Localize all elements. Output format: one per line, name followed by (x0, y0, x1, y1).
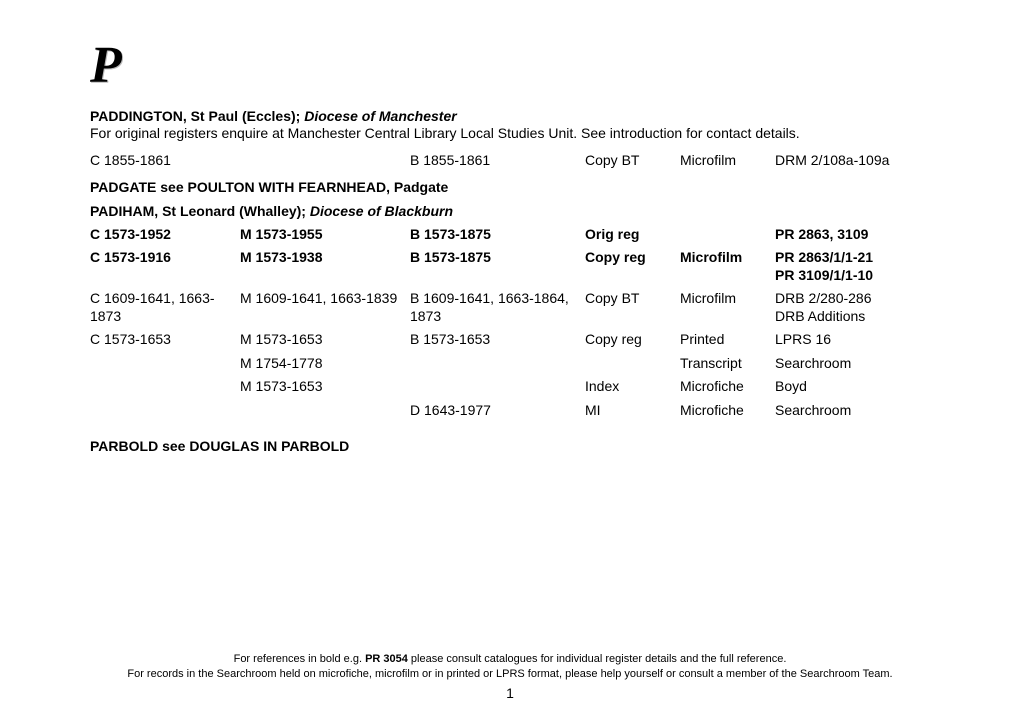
table-cell (90, 352, 240, 376)
entry-title-bold: PADDINGTON, St Paul (Eccles); (90, 108, 304, 124)
table-cell: DRM 2/108a-109a (775, 149, 930, 173)
footer-text: For records in the Searchroom held on mi… (0, 667, 1020, 682)
table-cell: B 1855-1861 (410, 149, 585, 173)
table-cell: MI (585, 399, 680, 423)
footer-text: please consult catalogues for individual… (408, 653, 787, 665)
table-cell: Boyd (775, 375, 930, 399)
table-cell (240, 399, 410, 423)
table-cell (410, 352, 585, 376)
page-footer: For references in bold e.g. PR 3054 plea… (0, 652, 1020, 703)
table-cell: C 1573-1952 (90, 223, 240, 247)
table-cell (240, 149, 410, 173)
table-cell: C 1573-1916 (90, 246, 240, 287)
entry-title: PADDINGTON, St Paul (Eccles); Diocese of… (90, 108, 930, 124)
table-row: C 1573-1653M 1573-1653B 1573-1653Copy re… (90, 328, 930, 352)
table-cell: M 1573-1955 (240, 223, 410, 247)
table-cell: M 1573-1653 (240, 375, 410, 399)
table-cell: Searchroom (775, 399, 930, 423)
entry-title-ital: Diocese of Blackburn (310, 203, 453, 219)
table-cell: Microfiche (680, 375, 775, 399)
table-cell: DRB 2/280-286DRB Additions (775, 287, 930, 328)
table-cell: Copy reg (585, 328, 680, 352)
table-row: C 1609-1641, 1663-1873M 1609-1641, 1663-… (90, 287, 930, 328)
footer-text: For references in bold e.g. (234, 653, 365, 665)
table-cell (90, 399, 240, 423)
table-row: M 1573-1653 IndexMicroficheBoyd (90, 375, 930, 399)
table-cell: B 1609-1641, 1663-1864, 1873 (410, 287, 585, 328)
table-cell: B 1573-1875 (410, 223, 585, 247)
table-cell: M 1754-1778 (240, 352, 410, 376)
table-cell: C 1855-1861 (90, 149, 240, 173)
table-cell: LPRS 16 (775, 328, 930, 352)
table-cell: Orig reg (585, 223, 680, 247)
table-cell: M 1573-1653 (240, 328, 410, 352)
table-cell: Searchroom (775, 352, 930, 376)
table-cell: M 1573-1938 (240, 246, 410, 287)
table-cell (410, 375, 585, 399)
table-cell: Microfilm (680, 246, 775, 287)
table-cell: Microfilm (680, 287, 775, 328)
entry-note: For original registers enquire at Manche… (90, 125, 930, 141)
table-cell: B 1573-1875 (410, 246, 585, 287)
records-table: C 1573-1952M 1573-1955B 1573-1875Orig re… (90, 223, 930, 423)
table-cell (90, 375, 240, 399)
table-row: C 1855-1861 B 1855-1861Copy BTMicrofilmDR… (90, 149, 930, 173)
table-cell: Printed (680, 328, 775, 352)
table-cell: D 1643-1977 (410, 399, 585, 423)
entry-title-ital: Diocese of Manchester (304, 108, 457, 124)
table-cell: PR 2863/1/1-21PR 3109/1/1-10 (775, 246, 930, 287)
page-letter: P (90, 40, 930, 92)
table-row: M 1754-1778 TranscriptSearchroom (90, 352, 930, 376)
entry-title: PADIHAM, St Leonard (Whalley); Diocese o… (90, 203, 930, 219)
table-cell: B 1573-1653 (410, 328, 585, 352)
table-cell: Copy BT (585, 149, 680, 173)
table-cell: C 1609-1641, 1663-1873 (90, 287, 240, 328)
table-cell: PR 2863, 3109 (775, 223, 930, 247)
table-cell: Copy BT (585, 287, 680, 328)
table-cell: Copy reg (585, 246, 680, 287)
table-cell: M 1609-1641, 1663-1839 (240, 287, 410, 328)
cross-reference: PADGATE see POULTON WITH FEARNHEAD, Padg… (90, 173, 930, 201)
entry-title-bold: PADIHAM, St Leonard (Whalley); (90, 203, 310, 219)
table-cell (680, 223, 775, 247)
table-cell: C 1573-1653 (90, 328, 240, 352)
page-number: 1 (0, 684, 1020, 703)
table-row: D 1643-1977MIMicroficheSearchroom (90, 399, 930, 423)
table-cell: Microfilm (680, 149, 775, 173)
table-cell (585, 352, 680, 376)
table-row: C 1573-1916M 1573-1938B 1573-1875Copy re… (90, 246, 930, 287)
table-row: C 1573-1952M 1573-1955B 1573-1875Orig re… (90, 223, 930, 247)
table-cell: Transcript (680, 352, 775, 376)
cross-reference: PARBOLD see DOUGLAS IN PARBOLD (90, 432, 930, 460)
records-table: C 1855-1861 B 1855-1861Copy BTMicrofilmDR… (90, 149, 930, 173)
footer-bold-ref: PR 3054 (365, 653, 408, 665)
table-cell: Index (585, 375, 680, 399)
table-cell: Microfiche (680, 399, 775, 423)
